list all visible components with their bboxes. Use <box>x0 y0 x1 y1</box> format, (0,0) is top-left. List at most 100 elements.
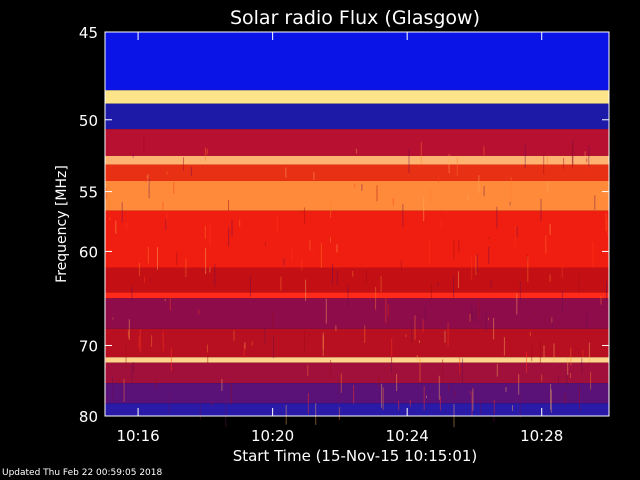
spectrogram-band-11 <box>105 328 609 358</box>
y-axis: 45 50 55 60 70 80 <box>79 24 609 426</box>
spectrogram-streak <box>444 330 446 343</box>
spectrogram-streak <box>109 217 111 221</box>
spectrogram-streak <box>190 167 192 176</box>
spectrogram-streak <box>409 399 411 407</box>
spectrogram-streak <box>422 319 424 332</box>
spectrogram-streak <box>396 374 398 392</box>
spectrogram-streak <box>249 276 251 297</box>
spectrogram-streak <box>132 362 134 373</box>
spectrogram-streak <box>424 306 426 321</box>
spectrogram-streak <box>543 345 545 360</box>
y-tick-label: 55 <box>79 184 98 202</box>
spectrogram-streak <box>209 267 211 273</box>
spectrogram-streak <box>131 365 133 385</box>
spectrogram-streak <box>592 241 594 268</box>
spectrogram-streak <box>493 317 495 340</box>
spectrogram-streak <box>119 379 121 385</box>
spectrogram-streak <box>594 195 596 210</box>
spectrogram-streak <box>588 145 590 167</box>
spectrogram-streak <box>173 182 175 194</box>
spectrogram-streak <box>391 338 393 362</box>
spectrogram-streak <box>169 394 171 413</box>
spectrogram-streak <box>475 305 477 323</box>
spectrogram-streak <box>550 389 552 413</box>
spectrogram-streak <box>131 286 133 303</box>
spectrogram-streak <box>514 225 516 249</box>
spectrogram-streak <box>402 203 404 228</box>
spectrogram-streak <box>467 195 469 201</box>
spectrogram-streak <box>590 371 592 390</box>
spectrogram-streak <box>585 164 587 172</box>
spectrogram-streak <box>105 187 107 199</box>
spectrogram-streak <box>105 357 107 369</box>
spectrogram-streak <box>540 198 542 222</box>
spectrogram-band-12 <box>105 357 609 363</box>
spectrogram-streak <box>391 355 392 374</box>
spectrogram-streak <box>335 325 337 331</box>
spectrogram-streak <box>442 359 444 382</box>
spectrogram-streak <box>578 273 580 293</box>
y-tick-label: 50 <box>79 112 98 130</box>
spectrogram-streak <box>600 295 602 305</box>
spectrogram-streak <box>607 218 609 236</box>
spectrogram-streak <box>456 157 458 176</box>
x-tick-label: 10:20 <box>251 427 294 445</box>
spectrogram-streak <box>471 304 473 322</box>
spectrogram-streak <box>225 402 227 427</box>
spectrogram-band-2 <box>105 103 609 130</box>
spectrogram-streak <box>307 365 309 376</box>
spectrogram-streak <box>485 313 487 332</box>
spectrogram-streak <box>414 315 416 340</box>
spectrogram-streak <box>529 331 531 337</box>
spectrogram-band-14 <box>105 383 609 404</box>
spectrogram-streak <box>519 281 521 305</box>
spectrogram-streak <box>581 358 583 374</box>
spectrogram-streak <box>340 373 342 393</box>
spectrogram-streak <box>332 263 333 285</box>
spectrogram-streak <box>313 172 315 180</box>
spectrogram-streak <box>519 394 521 419</box>
y-tick-label: 45 <box>79 24 98 42</box>
spectrogram-streak <box>205 248 207 275</box>
x-axis: 10:16 10:20 10:24 10:28 <box>116 32 563 445</box>
spectrogram-streak <box>546 156 548 165</box>
spectrogram-streak <box>405 334 407 338</box>
spectrogram-streak <box>243 344 245 358</box>
spectrogram-streak <box>472 387 474 391</box>
spectrogram-streak <box>543 153 545 175</box>
spectrogram-streak <box>330 200 332 218</box>
spectrogram-streak <box>488 247 490 264</box>
spectrogram-streak <box>138 262 140 276</box>
spectrogram-streak <box>143 135 145 153</box>
spectrogram-streak <box>471 392 473 416</box>
spectrogram-streak <box>376 185 378 202</box>
spectrogram-streak <box>325 298 327 324</box>
spectrogram-streak <box>539 339 541 365</box>
spectrogram-streak <box>239 219 241 227</box>
spectrogram-streak <box>453 276 455 298</box>
spectrogram-streak <box>411 321 413 342</box>
spectrogram-streak <box>483 186 485 197</box>
spectrogram-band-0 <box>105 32 609 91</box>
spectrogram-streak <box>176 251 178 266</box>
spectrogram-band-7 <box>105 210 609 268</box>
spectrogram-streak <box>469 391 471 394</box>
spectrogram-streak <box>378 375 380 388</box>
spectrogram-streak <box>385 297 387 323</box>
y-tick-label: 60 <box>79 243 98 261</box>
spectrogram-streak <box>439 396 441 411</box>
spectrogram-band-10 <box>105 298 609 329</box>
x-tick-label: 10:24 <box>386 427 429 445</box>
spectrogram-streak <box>524 143 526 168</box>
spectrogram-streak <box>550 383 552 410</box>
spectrogram-streak <box>162 201 164 210</box>
spectrogram-streak <box>549 223 551 235</box>
spectrogram-streak <box>272 310 274 327</box>
spectrogram-streak <box>478 299 480 318</box>
spectrogram-streak <box>605 213 607 232</box>
spectrogram-streak <box>462 358 463 384</box>
spectrogram-band-8 <box>105 267 609 293</box>
spectrogram-streak <box>301 259 303 271</box>
spectrogram-streak <box>564 393 566 404</box>
